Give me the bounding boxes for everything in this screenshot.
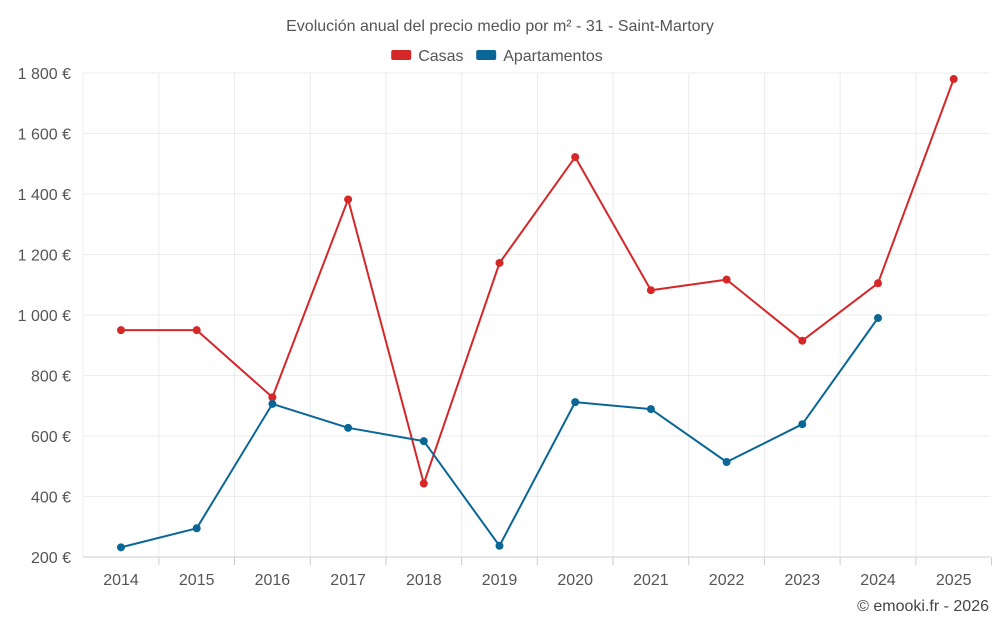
data-point-apartamentos[interactable] [268,399,277,408]
y-tick-label: 800 € [31,369,71,386]
chart-title: Evolución anual del precio medio por m² … [286,18,714,35]
x-tick-label: 2017 [330,572,366,589]
data-point-apartamentos[interactable] [874,314,882,323]
x-axis: 2014 2015 2016 2017 2018 2019 2020 2021 2022 2023… [103,557,993,589]
data-point-apartamentos[interactable] [192,524,201,533]
series-layer [117,75,958,552]
x-tick-label: 2014 [103,572,139,589]
series-apartamentos [117,314,882,552]
data-point-casas[interactable] [646,286,655,295]
legend-item-casas[interactable]: Casas [391,48,464,65]
y-tick-label: 200 € [31,550,71,567]
y-tick-label: 1 400 € [18,187,71,204]
data-point-casas[interactable] [495,258,504,267]
y-tick-label: 1 800 € [18,66,71,83]
data-point-apartamentos[interactable] [571,398,580,407]
data-point-casas[interactable] [192,326,201,335]
x-tick-label: 2021 [633,572,669,589]
legend-swatch [476,50,497,60]
x-tick-label: 2023 [785,572,821,589]
y-tick-label: 1 600 € [18,127,71,144]
data-point-casas[interactable] [571,153,580,162]
data-point-casas[interactable] [949,75,958,84]
y-tick-label: 1 000 € [18,308,71,325]
legend-label: Apartamentos [503,48,603,65]
x-gridlines [82,73,917,557]
data-point-casas[interactable] [798,336,807,345]
series-casas [117,75,958,488]
y-gridlines [83,72,990,558]
data-point-apartamentos[interactable] [495,541,504,550]
data-point-casas[interactable] [344,195,353,204]
data-point-apartamentos[interactable] [117,543,125,552]
data-point-casas[interactable] [419,479,428,488]
x-tick-label: 2015 [179,572,215,589]
y-tick-label: 600 € [31,429,71,446]
legend-label: Casas [418,48,463,65]
data-point-casas[interactable] [722,275,731,284]
data-point-apartamentos[interactable] [722,458,731,467]
series-line-casas [121,78,955,485]
data-point-apartamentos[interactable] [646,405,655,414]
x-tick-label: 2016 [255,572,291,589]
x-tick-label: 2022 [709,572,745,589]
legend-item-apartamentos[interactable]: Apartamentos [476,48,603,65]
data-point-apartamentos[interactable] [798,420,807,429]
data-point-casas[interactable] [117,326,125,335]
y-tick-label: 400 € [31,490,71,507]
data-point-casas[interactable] [268,393,277,402]
chart-credit: © emooki.fr - 2026 [857,598,989,615]
legend: Casas Apartamentos [391,48,603,65]
data-point-apartamentos[interactable] [419,437,428,446]
x-tick-label: 2018 [406,572,442,589]
x-tick-label: 2019 [482,572,518,589]
data-point-apartamentos[interactable] [344,423,353,432]
x-tick-label: 2020 [557,572,593,589]
y-axis-labels: 200 € 400 € 600 € 800 € 1 000 € 1 200 € 1 400 … [18,66,71,567]
x-tick-label: 2024 [860,572,896,589]
x-tick-label: 2025 [936,572,972,589]
legend-swatch [391,50,412,60]
y-tick-label: 1 200 € [18,248,71,265]
data-point-casas[interactable] [874,279,882,288]
